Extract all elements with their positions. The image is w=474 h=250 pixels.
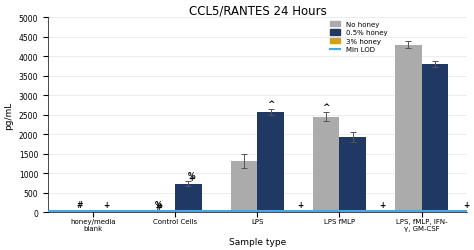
- Title: CCL5/RANTES 24 Hours: CCL5/RANTES 24 Hours: [189, 4, 326, 17]
- X-axis label: Sample type: Sample type: [229, 237, 286, 246]
- Text: #: #: [156, 203, 162, 211]
- Bar: [67, 211, 93, 212]
- Text: ^: ^: [323, 102, 330, 111]
- Bar: [93, 211, 119, 212]
- Text: +: +: [464, 200, 470, 209]
- Bar: [339, 138, 366, 212]
- Text: +: +: [379, 200, 385, 209]
- Text: +: +: [297, 200, 303, 209]
- Legend: No honey, 0.5% honey, 3% honey, Min LOD: No honey, 0.5% honey, 3% honey, Min LOD: [330, 22, 388, 53]
- Y-axis label: pg/mL: pg/mL: [4, 101, 13, 129]
- Bar: [175, 184, 201, 212]
- Text: #: #: [77, 200, 83, 209]
- Text: %: %: [155, 200, 163, 209]
- Bar: [313, 117, 339, 212]
- Bar: [421, 65, 448, 212]
- Bar: [395, 46, 421, 212]
- Text: ^: ^: [267, 100, 274, 109]
- Text: %: %: [188, 172, 196, 180]
- Text: +: +: [103, 200, 109, 209]
- Bar: [149, 211, 175, 212]
- Bar: [257, 113, 283, 212]
- Text: +: +: [189, 174, 195, 183]
- Bar: [231, 162, 257, 212]
